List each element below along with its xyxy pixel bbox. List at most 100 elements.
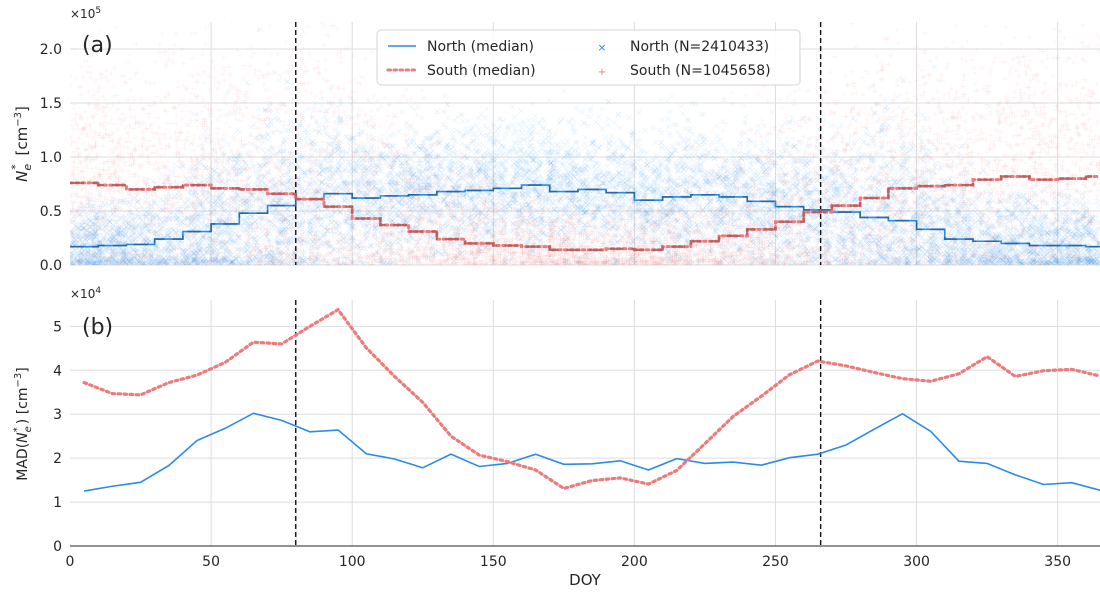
south-sample-point xyxy=(998,41,1005,48)
south-sample-point xyxy=(73,76,79,82)
south-sample-point xyxy=(901,7,906,12)
south-sample-point xyxy=(190,55,196,61)
south-sample-point xyxy=(894,27,900,33)
south-sample-point xyxy=(876,115,882,121)
south-sample-point xyxy=(154,94,160,100)
south-sample-point xyxy=(846,225,853,231)
south-sample-point xyxy=(95,88,101,95)
south-sample-point xyxy=(1067,236,1074,242)
south-sample-point xyxy=(914,96,921,103)
south-sample-point xyxy=(822,89,828,95)
south-sample-point xyxy=(1070,60,1076,66)
south-sample-point xyxy=(1045,123,1051,129)
south-sample-point xyxy=(328,226,334,232)
south-sample-point xyxy=(983,23,989,30)
south-sample-point xyxy=(566,234,572,240)
south-sample-point xyxy=(993,127,999,133)
south-sample-point xyxy=(910,255,917,261)
south-sample-point xyxy=(576,259,583,265)
south-sample-point xyxy=(127,122,133,129)
south-sample-point xyxy=(326,253,333,259)
south-sample-point xyxy=(555,260,561,265)
south-sample-point xyxy=(896,261,902,265)
south-sample-point xyxy=(124,97,130,103)
south-sample-point xyxy=(894,82,901,89)
south-sample-point xyxy=(302,63,309,69)
south-sample-point xyxy=(699,207,705,213)
south-sample-point xyxy=(70,199,75,205)
south-sample-point xyxy=(308,161,314,167)
south-sample-point xyxy=(145,158,152,164)
south-sample-point xyxy=(305,80,312,86)
south-sample-point xyxy=(347,16,352,21)
south-sample-point xyxy=(726,253,732,260)
south-sample-point xyxy=(126,97,132,103)
south-sample-point xyxy=(423,253,429,259)
south-sample-point xyxy=(309,259,315,265)
south-sample-point xyxy=(352,76,358,82)
south-sample-point xyxy=(73,111,79,117)
south-sample-point xyxy=(580,260,587,265)
south-sample-point xyxy=(1080,141,1086,147)
south-sample-point xyxy=(172,42,178,48)
south-sample-point xyxy=(1086,89,1092,95)
south-sample-point xyxy=(192,30,198,36)
south-sample-point xyxy=(245,196,251,203)
south-sample-point xyxy=(216,79,222,85)
south-sample-point xyxy=(1080,22,1086,28)
south-sample-point xyxy=(293,62,300,68)
south-sample-point xyxy=(1086,167,1092,173)
south-sample-point xyxy=(157,125,163,131)
south-sample-point xyxy=(857,106,864,113)
south-sample-point xyxy=(1077,145,1083,151)
south-sample-point xyxy=(826,100,832,106)
south-sample-point xyxy=(1026,78,1032,84)
south-sample-point xyxy=(326,15,331,20)
south-sample-point xyxy=(1074,95,1080,102)
south-sample-point xyxy=(1045,92,1052,98)
south-sample-point xyxy=(1069,83,1076,89)
south-sample-point xyxy=(365,95,371,102)
south-sample-point xyxy=(885,140,891,146)
south-sample-point xyxy=(116,100,122,106)
south-sample-point xyxy=(1095,99,1100,106)
south-sample-point xyxy=(711,229,717,235)
south-sample-point xyxy=(1031,91,1038,97)
south-sample-point xyxy=(1088,160,1094,166)
south-sample-point xyxy=(1016,142,1022,148)
south-sample-point xyxy=(155,115,161,121)
south-sample-point xyxy=(1043,64,1049,70)
south-sample-point xyxy=(396,100,402,106)
south-sample-point xyxy=(1061,158,1067,164)
south-sample-point xyxy=(126,53,132,59)
south-sample-point xyxy=(1036,155,1043,161)
south-sample-point xyxy=(267,23,273,29)
south-sample-point xyxy=(94,97,100,103)
south-sample-point xyxy=(157,49,163,56)
south-sample-point xyxy=(394,247,401,253)
south-sample-point xyxy=(1044,56,1051,62)
south-sample-point xyxy=(965,38,971,45)
south-sample-point xyxy=(106,120,112,126)
south-sample-point xyxy=(946,93,953,100)
south-sample-point xyxy=(167,143,173,150)
south-sample-point xyxy=(189,155,195,161)
south-sample-point xyxy=(907,119,913,126)
south-sample-point xyxy=(1000,106,1007,113)
south-sample-point xyxy=(733,253,740,259)
south-sample-point xyxy=(322,56,328,63)
south-sample-point xyxy=(570,228,576,234)
south-sample-point xyxy=(842,73,849,79)
south-sample-point xyxy=(750,246,757,252)
south-sample-point xyxy=(714,162,720,168)
south-sample-point xyxy=(154,150,161,156)
south-sample-point xyxy=(1082,127,1088,133)
south-sample-point xyxy=(73,199,79,205)
south-sample-point xyxy=(317,162,324,168)
south-sample-point xyxy=(911,119,917,125)
south-sample-point xyxy=(192,165,198,171)
south-sample-point xyxy=(860,92,866,98)
south-sample-point xyxy=(973,80,979,87)
south-sample-point xyxy=(784,115,790,121)
